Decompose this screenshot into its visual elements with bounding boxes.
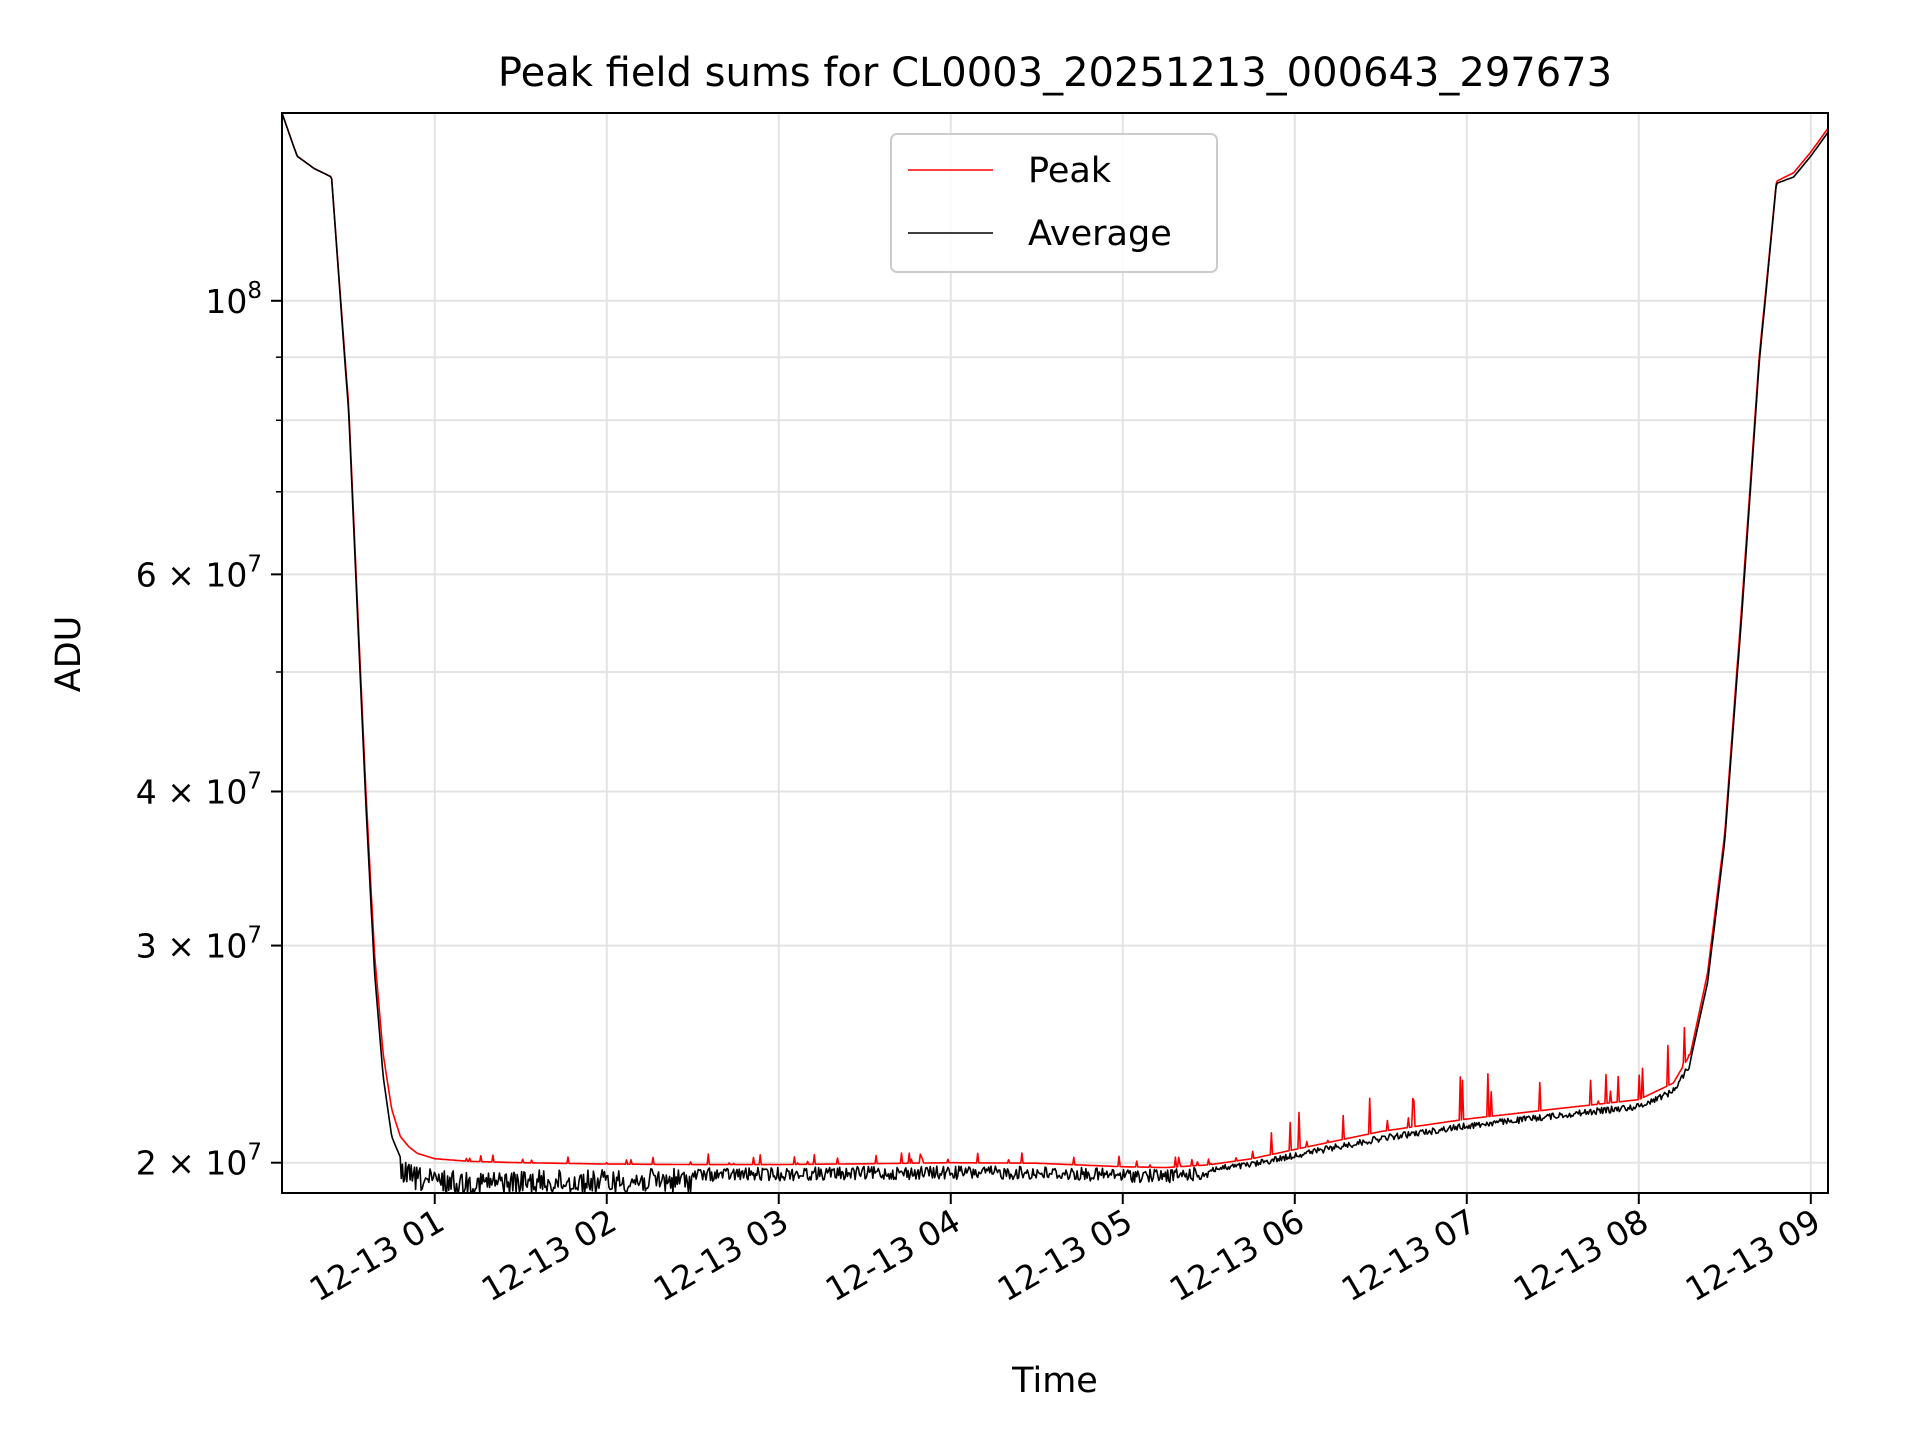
plot-frame [281, 112, 1829, 1194]
y-tick-label-4: 108 [205, 278, 262, 321]
series-peak-line [281, 112, 1829, 1169]
series-lines [281, 112, 1829, 1194]
series-average-line [281, 112, 1829, 1194]
legend-average-label: Average [1028, 214, 1172, 254]
grid [282, 113, 1828, 1193]
y-tick-label-1: 3 × 107 [136, 923, 262, 966]
y-tick-label-0: 2 × 107 [136, 1140, 262, 1183]
legend-peak-label: Peak [1028, 151, 1112, 191]
y-axis-label: ADU [49, 616, 89, 693]
y-tick-label-2: 4 × 107 [136, 768, 262, 811]
legend-box [890, 133, 1218, 273]
chart-title: Peak field sums for CL0003_20251213_0006… [498, 50, 1612, 96]
x-axis-label: Time [1011, 1361, 1098, 1401]
y-axis: 2 × 107 3 × 107 4 × 107 6 × 107 108 [136, 278, 282, 1183]
y-tick-label-3: 6 × 107 [136, 551, 262, 594]
legend: Peak Average [890, 133, 1218, 273]
